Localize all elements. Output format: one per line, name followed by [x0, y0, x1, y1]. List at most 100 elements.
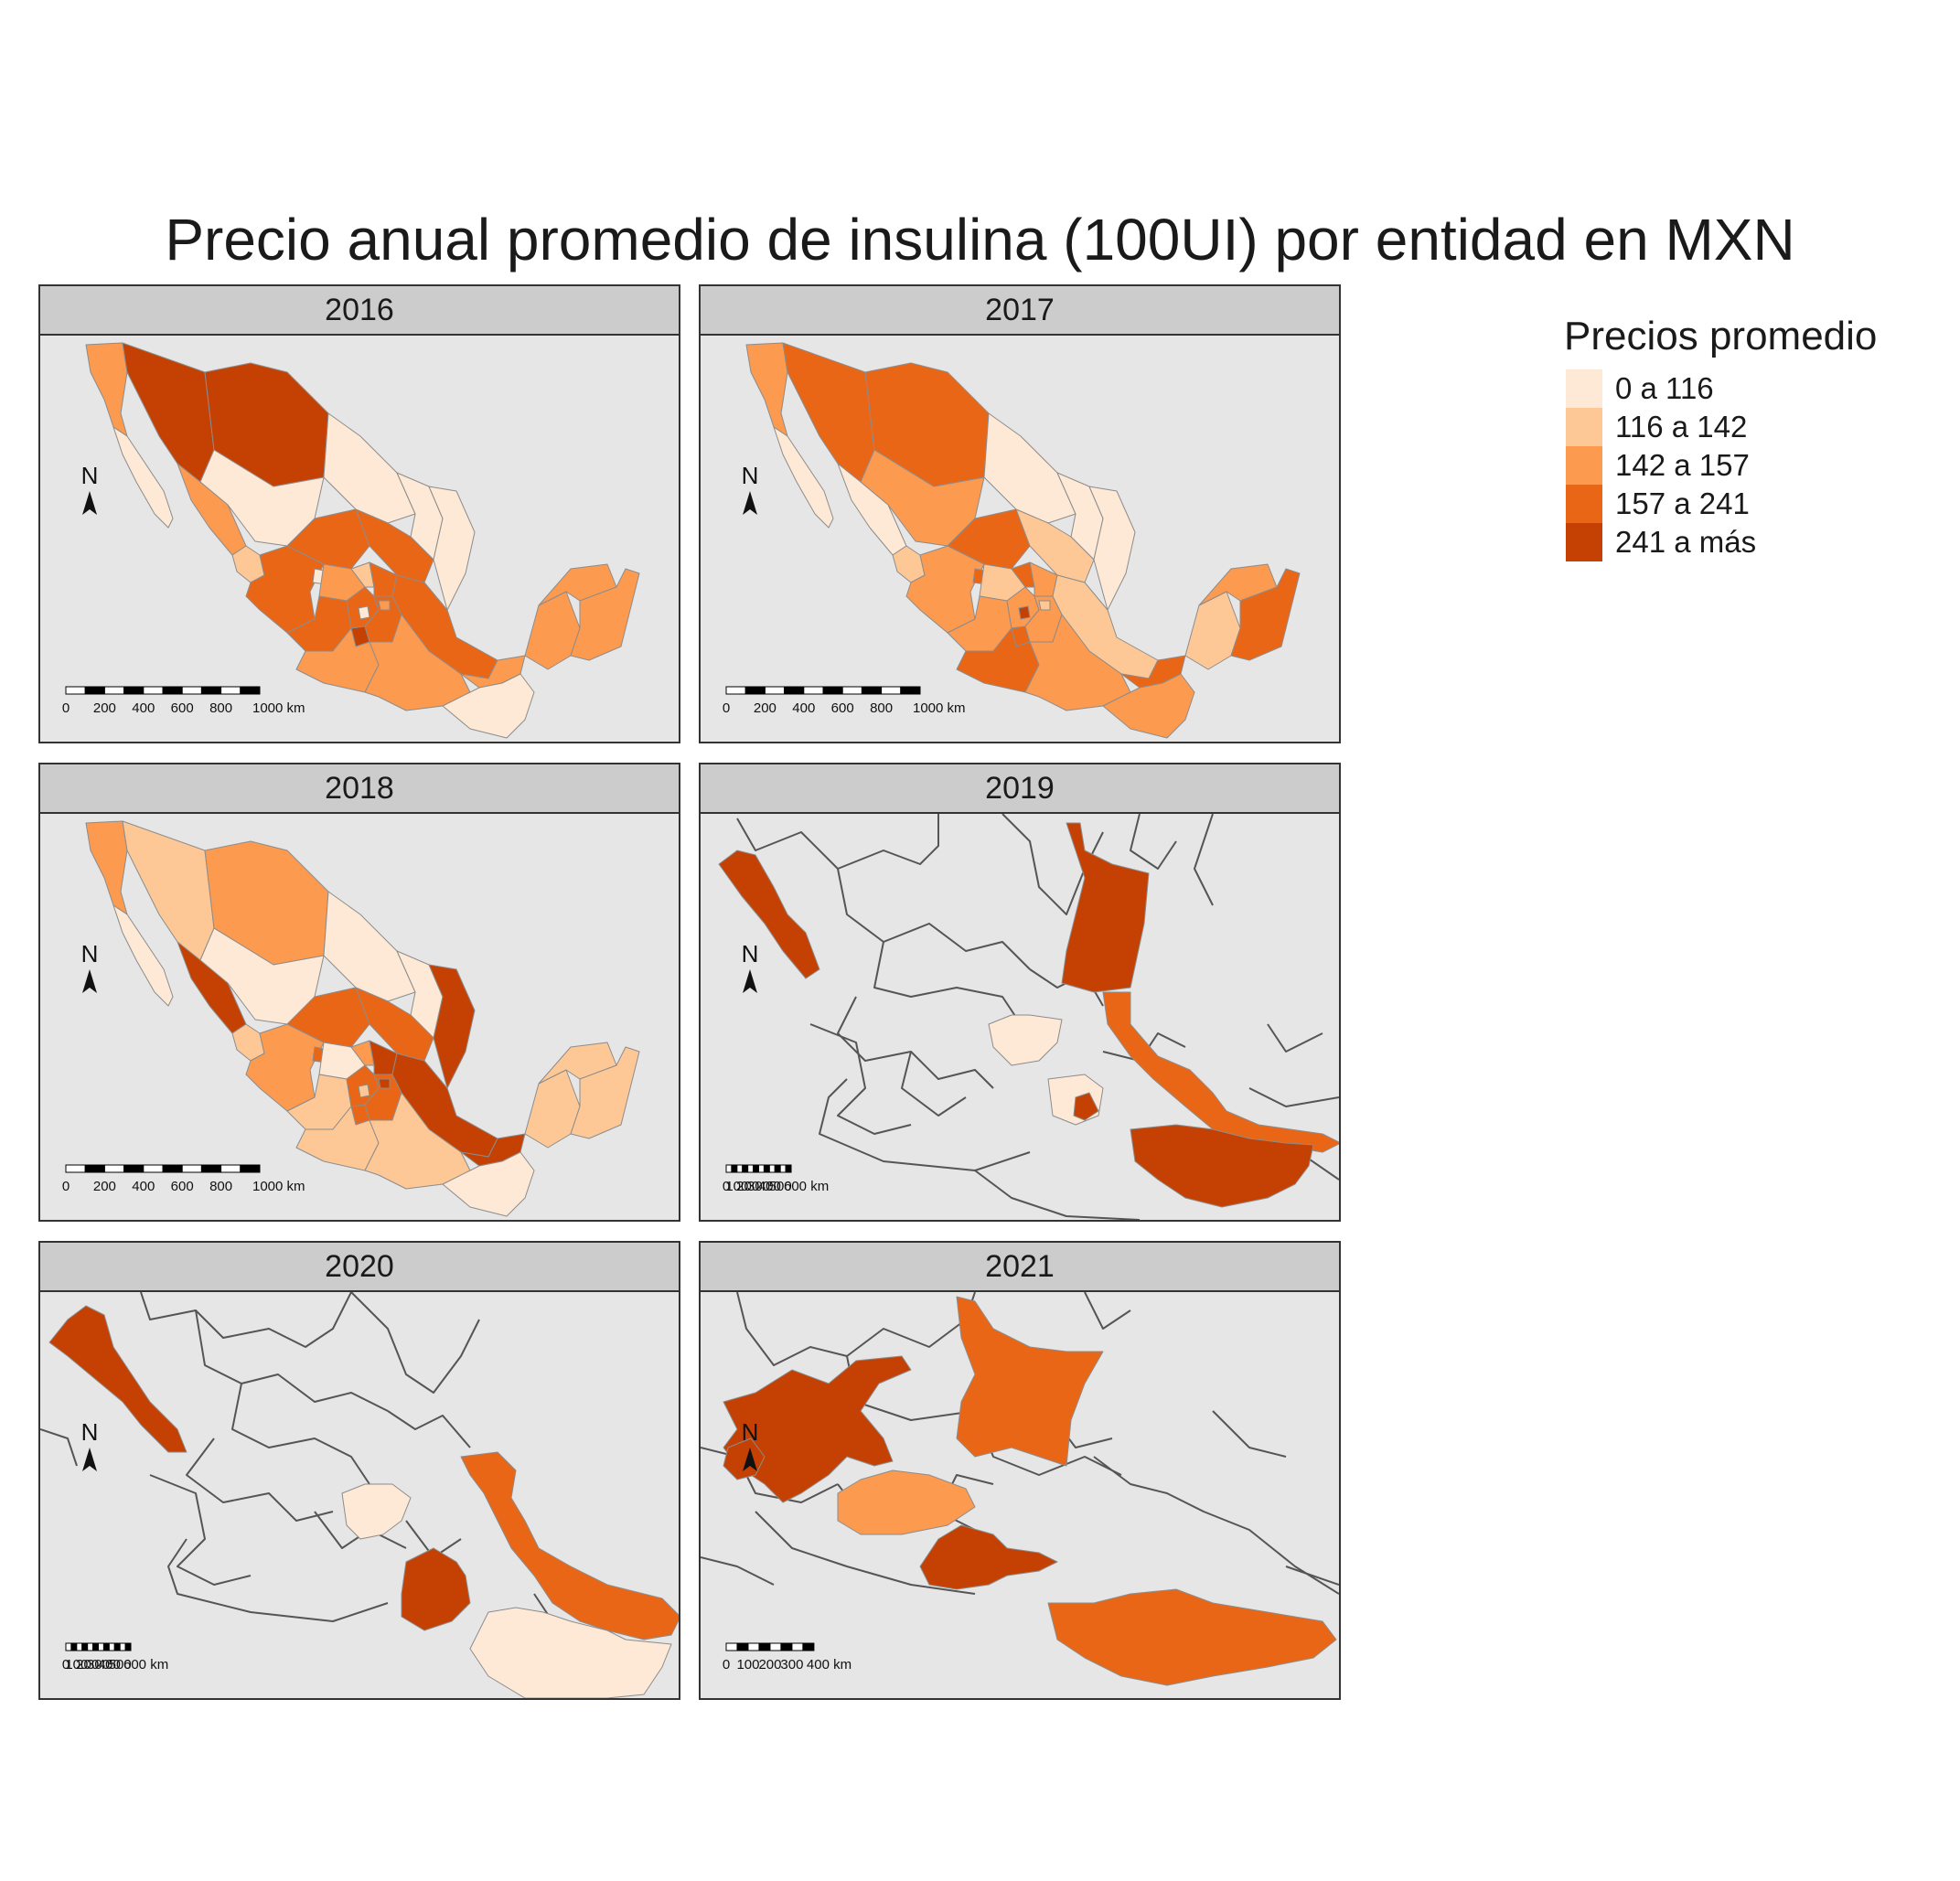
region-nayarit	[892, 545, 926, 583]
scale-bar-label: 100	[65, 1657, 88, 1673]
region-aguascalientes	[723, 1437, 766, 1480]
north-arrow-label: N	[742, 1418, 759, 1446]
scale-bar-segment	[87, 1642, 94, 1651]
legend-swatch	[1566, 408, 1602, 446]
scale-bar-label: 200	[76, 1657, 99, 1673]
region-cdmx	[1018, 605, 1031, 620]
north-arrow: N	[81, 940, 98, 993]
panel-strip: 2018	[40, 764, 679, 814]
region-oaxaca	[1130, 1124, 1314, 1208]
scale-bar-segment	[108, 1642, 115, 1651]
scale-bar-segment	[103, 686, 125, 695]
scale-bar-label: 200	[758, 1657, 781, 1673]
region-baja-california-sur	[112, 426, 174, 529]
region-tamaulipas-veracruz	[460, 1451, 679, 1641]
region-morelos	[401, 1547, 471, 1631]
scale-bar-segment	[65, 1164, 86, 1173]
region-baja-california-sur	[112, 904, 174, 1007]
scale-bar-label: 1000 km	[252, 1179, 305, 1194]
scale-bar-label: 400	[98, 1657, 121, 1673]
region-san-luis-potosi	[1015, 508, 1095, 583]
scale-bar-segment	[240, 1164, 261, 1173]
panel-strip: 2021	[701, 1243, 1339, 1292]
scale-bar-label: 500	[109, 1657, 132, 1673]
scale-bar-segment	[769, 1642, 782, 1651]
north-arrow-label: N	[742, 462, 759, 489]
region-nuevo-leon	[956, 1296, 1104, 1467]
region-tamaulipas	[1061, 822, 1150, 993]
scale-bar-segment	[119, 1642, 126, 1651]
region-jalisco	[245, 545, 325, 634]
scale-bar-label: 600	[171, 1179, 194, 1194]
scale-bar-segment	[725, 1164, 733, 1173]
region-coahuila	[983, 412, 1076, 524]
region-jalisco	[245, 1023, 325, 1112]
scale-bar-label: 600	[171, 700, 194, 716]
scale-bar-label: 300	[87, 1657, 110, 1673]
scale-bar-segment	[162, 686, 183, 695]
scale-bar-label: 600 km	[123, 1657, 168, 1673]
north-arrow-icon	[82, 491, 97, 515]
north-arrow-icon	[743, 491, 757, 515]
region-campeche	[524, 1069, 581, 1149]
region-nayarit	[231, 545, 265, 583]
north-arrow-icon	[743, 1448, 757, 1471]
legend-item: 0 a 116	[1564, 369, 1877, 408]
map-canvas: N 0 200 400 600 800 1000 km	[723, 342, 1301, 739]
scale-bar: 0 200 400 600 800 1000 km	[62, 686, 305, 716]
region-baja-california-sur	[773, 426, 834, 529]
scale-bar-label: 0	[62, 1179, 70, 1194]
scale-bar-segment	[744, 686, 766, 695]
north-arrow-icon	[82, 969, 97, 993]
region-tamaulipas	[428, 964, 476, 1089]
region-quintana-roo	[570, 1046, 640, 1139]
north-arrow: N	[742, 462, 759, 515]
region-san-luis-potosi	[837, 1470, 976, 1535]
region-campeche	[1184, 591, 1241, 670]
north-arrow-label: N	[81, 462, 99, 489]
north-arrow-label: N	[742, 940, 759, 967]
legend-label: 241 a más	[1615, 525, 1757, 559]
map-title: Precio anual promedio de insulina (100UI…	[165, 207, 1795, 273]
scale-bar-segment	[92, 1642, 100, 1651]
panel-strip: 2017	[701, 286, 1339, 336]
scale-bar-label: 600 km	[784, 1179, 829, 1194]
scale-bar-segment	[758, 1164, 765, 1173]
scale-bar: 0 200 400 600 800 1000 km	[723, 686, 966, 716]
map-panel-2018: 2018	[38, 763, 680, 1222]
scale-bar-label: 200	[93, 700, 116, 716]
region-chiapas	[1102, 673, 1195, 739]
scale-bar-label: 600	[831, 700, 854, 716]
region-queretaro	[988, 1014, 1063, 1066]
region-oaxaca	[1047, 1588, 1337, 1686]
north-arrow: N	[81, 462, 99, 515]
map-canvas: N 0 200 400 600 800 1000 km	[62, 342, 640, 739]
scale-bar-segment	[181, 1164, 202, 1173]
scale-bar-segment	[758, 1642, 771, 1651]
scale-bar-label: 400	[132, 1179, 155, 1194]
scale-bar-label: 400 km	[807, 1657, 851, 1673]
scale-bar-label: 100	[736, 1657, 759, 1673]
state-outlines	[40, 1292, 590, 1631]
legend-item: 157 a 241	[1564, 485, 1877, 523]
scale-bar-segment	[763, 1164, 770, 1173]
scale-bar-label: 300	[747, 1179, 770, 1194]
scale-bar-segment	[98, 1642, 104, 1651]
scale-bar-label: 200	[754, 700, 777, 716]
scale-bar-label: 800	[870, 700, 893, 716]
scale-bar-segment	[103, 1164, 125, 1173]
scale-bar: 0 200 400 600 800 1000 km	[62, 1164, 305, 1194]
north-arrow: N	[742, 940, 759, 993]
map-panel-2019: 2019	[699, 763, 1341, 1222]
region-campeche	[524, 591, 581, 670]
scale-bar-label: 1000 km	[913, 700, 966, 716]
scale-bar-segment	[143, 1164, 164, 1173]
region-tamaulipas	[428, 486, 476, 611]
scale-bar-segment	[780, 1642, 793, 1651]
scale-bar-segment	[70, 1642, 78, 1651]
scale-bar-segment	[753, 1164, 760, 1173]
scale-bar-label: 200	[93, 1179, 116, 1194]
